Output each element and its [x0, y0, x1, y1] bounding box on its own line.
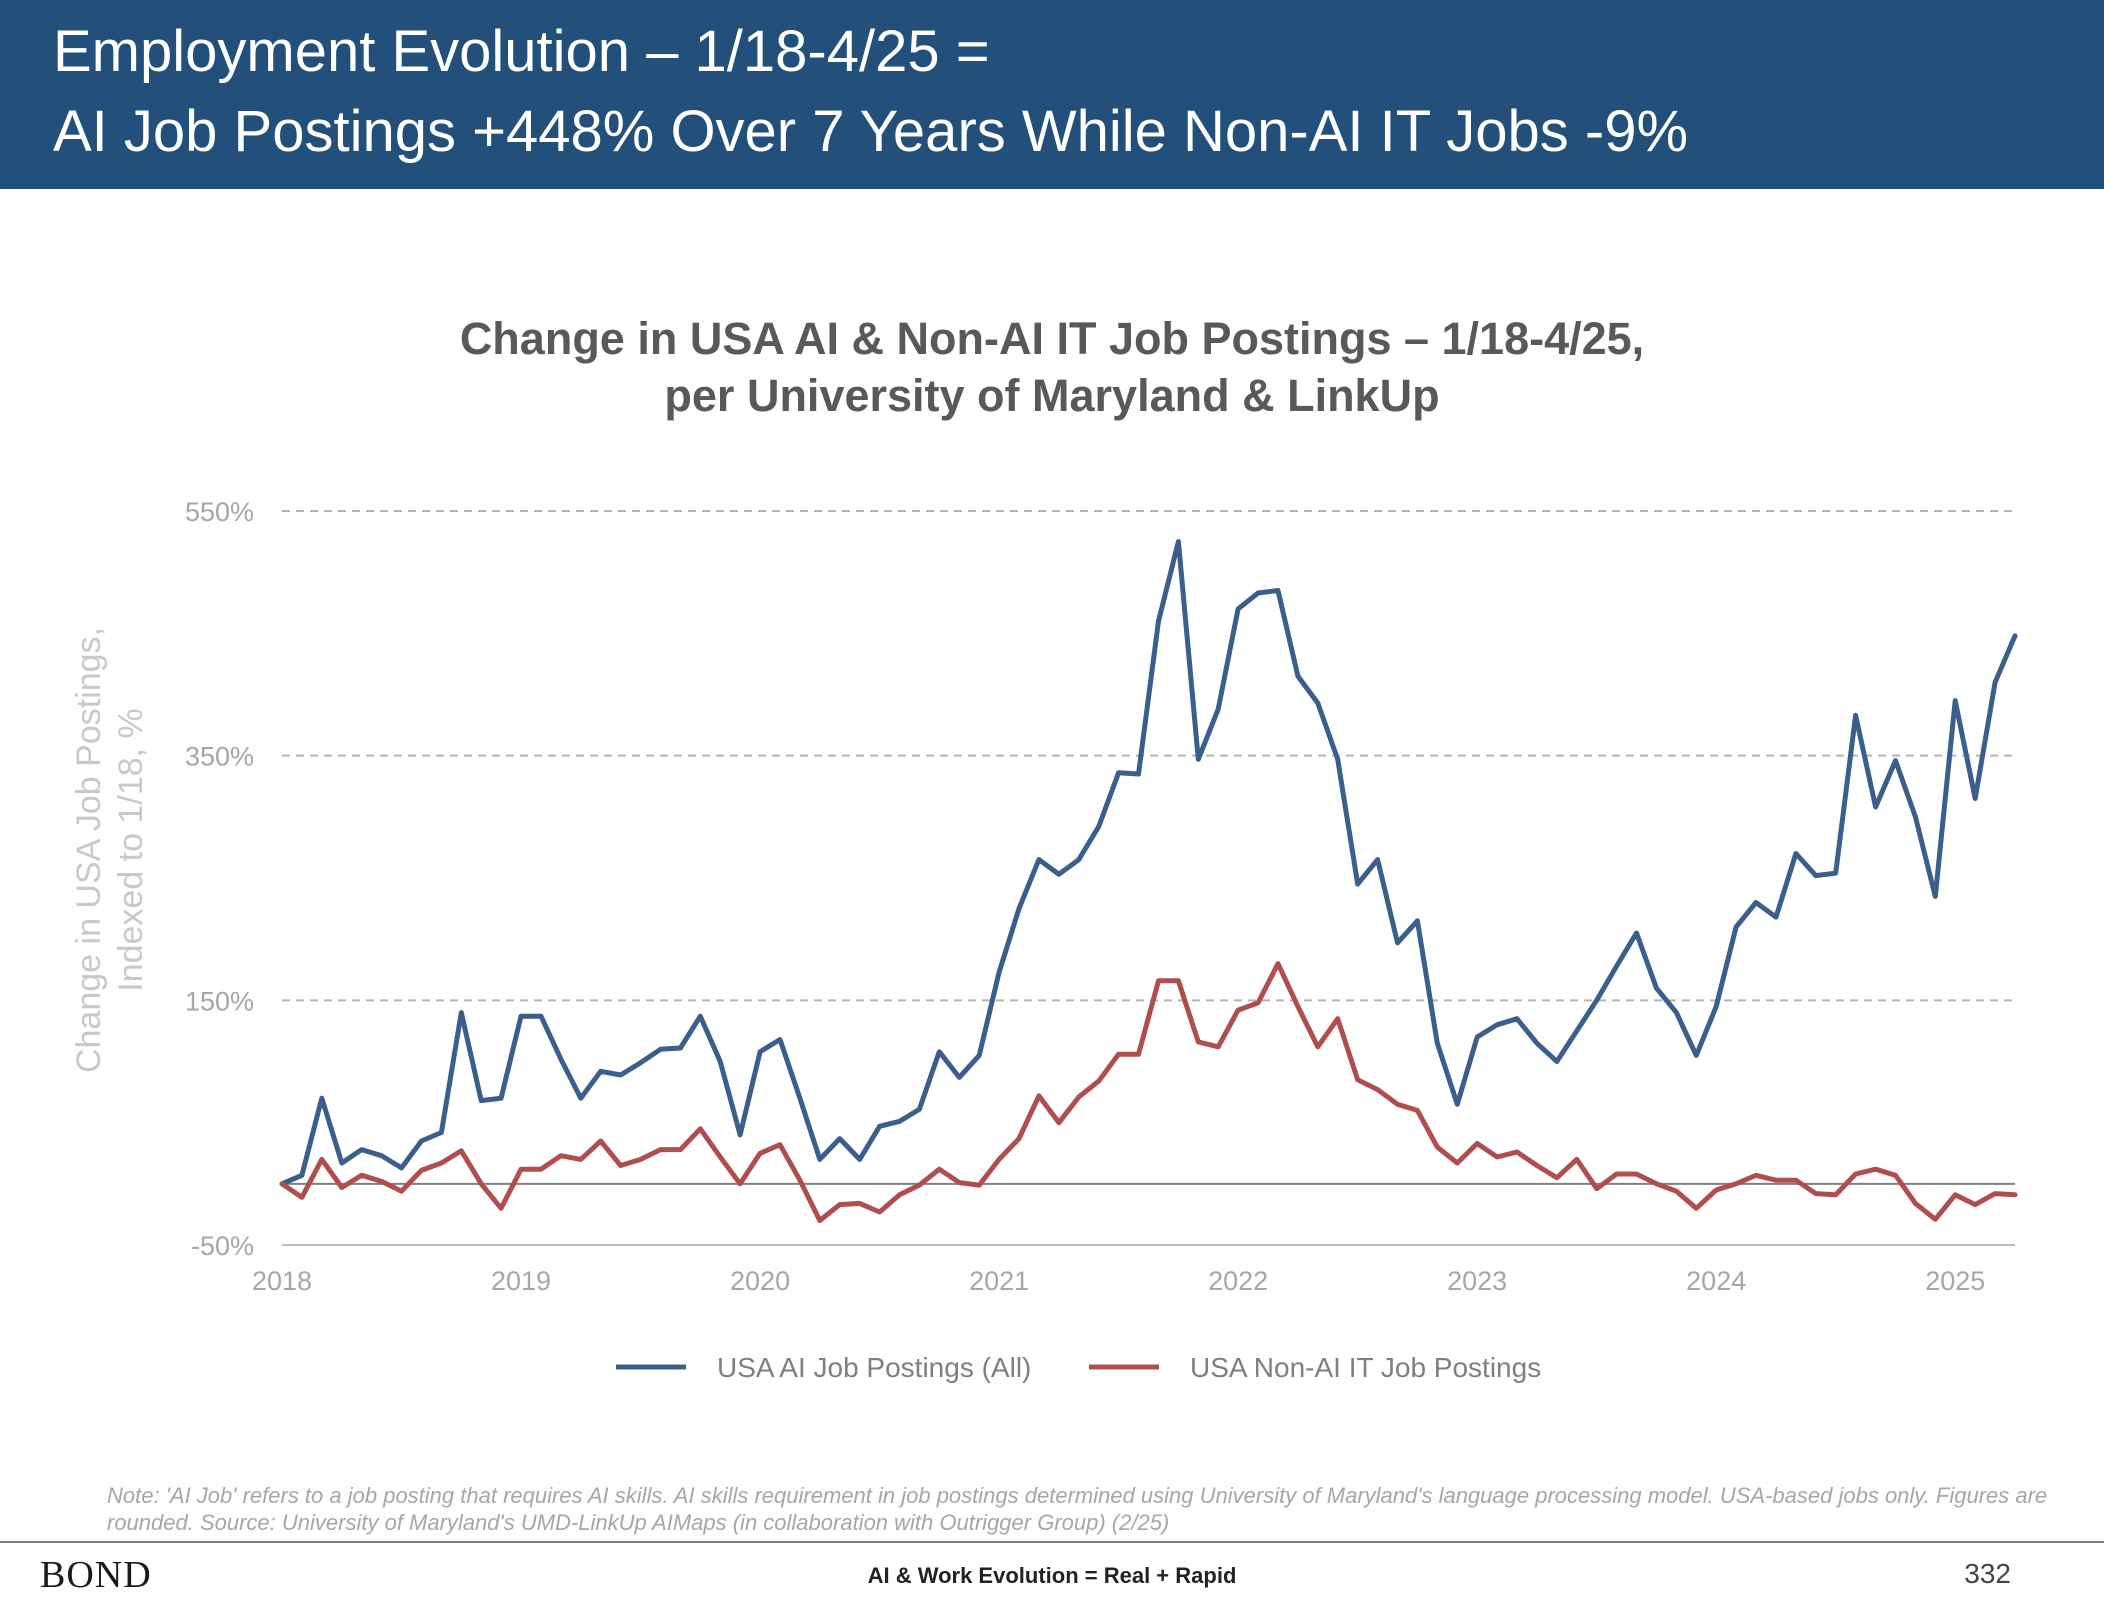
y-axis-label-line-2: Indexed to 1/18, %: [112, 708, 150, 992]
series-line-non-ai: [279, 961, 2018, 1223]
bond-logo: BOND: [40, 1554, 152, 1596]
legend-label-non-ai: USA Non-AI IT Job Postings: [1190, 1352, 1541, 1383]
y-tick-label: 350%: [185, 742, 254, 772]
series-lines: [279, 539, 2018, 1223]
x-tick-label: 2024: [1686, 1266, 1746, 1296]
y-axis-label-line-1: Change in USA Job Postings,: [70, 627, 108, 1073]
slide-title-line-1: Employment Evolution – 1/18-4/25 =: [53, 19, 990, 84]
series-line-ai: [279, 539, 2018, 1187]
x-tick-label: 2020: [730, 1266, 790, 1296]
y-tick-label: 550%: [185, 497, 254, 527]
title-banner: Employment Evolution – 1/18-4/25 = AI Jo…: [0, 0, 2104, 189]
y-axis-label: Change in USA Job Postings, Indexed to 1…: [70, 627, 150, 1073]
x-tick-label: 2023: [1447, 1266, 1507, 1296]
chart-title-line-2: per University of Maryland & LinkUp: [664, 370, 1440, 421]
x-tick-label: 2019: [491, 1266, 551, 1296]
footer-tagline: AI & Work Evolution = Real + Rapid: [867, 1563, 1237, 1588]
x-tick-label: 2022: [1208, 1266, 1268, 1296]
line-chart: -50% 150% 350% 550% 2018 2019 2020 2021 2022 202…: [70, 497, 2018, 1383]
x-tick-label: 2018: [252, 1266, 312, 1296]
chart-title-line-1: Change in USA AI & Non-AI IT Job Posting…: [459, 313, 1645, 364]
x-tick-label: 2021: [969, 1266, 1029, 1296]
grid-lines: [282, 510, 2015, 1246]
y-tick-label: 150%: [185, 986, 254, 1016]
x-tick-labels: 2018 2019 2020 2021 2022 2023 2024 2025: [252, 1266, 1985, 1296]
x-tick-label: 2025: [1925, 1266, 1985, 1296]
y-tick-labels: -50% 150% 350% 550%: [185, 497, 254, 1261]
footer-divider: [0, 1541, 2104, 1543]
source-note: Note: 'AI Job' refers to a job posting t…: [107, 1483, 2048, 1535]
page-number: 332: [1964, 1558, 2011, 1589]
legend: USA AI Job Postings (All) USA Non-AI IT …: [616, 1352, 1541, 1383]
slide-title-line-2: AI Job Postings +448% Over 7 Years While…: [53, 99, 1689, 164]
legend-label-ai: USA AI Job Postings (All): [717, 1352, 1031, 1383]
y-tick-label: -50%: [191, 1231, 254, 1261]
